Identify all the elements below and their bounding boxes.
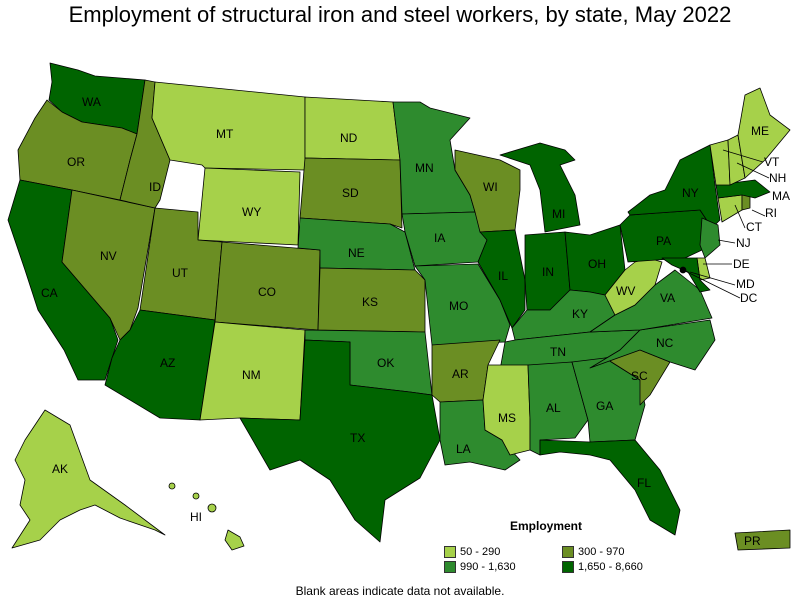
label-GA: GA (596, 399, 613, 413)
state-labels: WA OR CA NV ID MT WY UT AZ CO NM ND SD N… (41, 95, 790, 548)
label-KS: KS (362, 295, 378, 309)
legend-swatch-2 (562, 546, 574, 558)
footnote: Blank areas indicate data not available. (295, 584, 505, 598)
map-title: Employment of structural iron and steel … (68, 2, 732, 27)
label-LA: LA (456, 442, 471, 456)
state-WV[interactable] (604, 257, 663, 316)
label-MT: MT (216, 127, 234, 141)
state-ND[interactable] (304, 96, 401, 161)
state-MI[interactable] (499, 142, 581, 233)
state-HI-islands[interactable] (168, 482, 176, 490)
label-NJ: NJ (736, 236, 751, 250)
state-PR[interactable] (734, 529, 791, 551)
state-MO[interactable] (414, 263, 511, 346)
label-SD: SD (342, 186, 359, 200)
label-NM: NM (242, 368, 261, 382)
label-MS: MS (498, 411, 516, 425)
label-CA: CA (41, 286, 58, 300)
label-ME: ME (751, 124, 769, 138)
label-CO: CO (258, 285, 276, 299)
label-NE: NE (348, 246, 365, 260)
state-HI-islands-2[interactable] (192, 492, 200, 500)
label-KY: KY (572, 307, 588, 321)
label-WY: WY (242, 205, 261, 219)
label-ID: ID (149, 180, 161, 194)
label-MA: MA (772, 189, 790, 203)
legend-label-1: 50 - 290 (460, 546, 501, 558)
state-FL[interactable] (539, 439, 681, 536)
legend-label-3: 990 - 1,630 (460, 561, 516, 573)
label-WI: WI (483, 180, 498, 194)
label-MI: MI (552, 207, 565, 221)
label-MO: MO (449, 299, 468, 313)
label-VT: VT (764, 155, 780, 169)
state-MT[interactable] (151, 81, 306, 171)
label-AZ: AZ (160, 356, 175, 370)
label-MN: MN (415, 161, 434, 175)
label-OH: OH (588, 257, 606, 271)
label-NY: NY (682, 186, 699, 200)
label-ND: ND (340, 131, 358, 145)
state-AK[interactable] (11, 409, 166, 549)
state-TX[interactable] (239, 339, 441, 543)
state-NC[interactable] (589, 319, 716, 371)
state-HI-islands-3[interactable] (207, 503, 217, 513)
legend-item-3: 990 - 1,630 (444, 561, 516, 573)
label-VA: VA (660, 291, 675, 305)
legend-label-2: 300 - 970 (578, 546, 625, 558)
state-MD[interactable] (661, 257, 711, 293)
state-HI[interactable] (224, 529, 245, 551)
label-IL: IL (498, 269, 508, 283)
state-RI[interactable] (741, 194, 751, 211)
label-TX: TX (350, 431, 365, 445)
label-AK: AK (52, 462, 68, 476)
legend-title: Employment (510, 519, 583, 533)
label-IA: IA (434, 231, 445, 245)
label-HI: HI (190, 510, 202, 524)
label-PR: PR (744, 534, 761, 548)
label-DC: DC (740, 291, 758, 305)
label-TN: TN (550, 345, 566, 359)
label-MD: MD (736, 277, 755, 291)
label-UT: UT (172, 266, 189, 280)
legend-item-4: 1,650 - 8,660 (562, 561, 643, 573)
state-CT[interactable] (717, 194, 743, 223)
leader-lines (682, 149, 770, 299)
legend-swatch-1 (444, 546, 456, 558)
state-SD[interactable] (299, 157, 403, 229)
label-AR: AR (452, 367, 469, 381)
label-SC: SC (631, 369, 648, 383)
state-NY[interactable] (627, 144, 721, 229)
state-NJ[interactable] (699, 217, 721, 259)
label-OR: OR (67, 155, 85, 169)
state-KS[interactable] (317, 267, 426, 333)
label-RI: RI (765, 206, 777, 220)
label-DE: DE (733, 257, 750, 271)
legend-item-1: 50 - 290 (444, 546, 500, 558)
label-CT: CT (746, 220, 763, 234)
state-ME[interactable] (737, 87, 791, 179)
label-IN: IN (542, 265, 554, 279)
label-AL: AL (546, 401, 561, 415)
label-WV: WV (616, 284, 635, 298)
label-OK: OK (377, 356, 394, 370)
label-FL: FL (637, 476, 651, 490)
legend-swatch-3 (444, 561, 456, 573)
label-NC: NC (656, 336, 674, 350)
label-PA: PA (656, 234, 671, 248)
label-NH: NH (769, 171, 786, 185)
legend-label-4: 1,650 - 8,660 (578, 561, 643, 573)
legend-item-2: 300 - 970 (562, 546, 624, 558)
legend-swatch-4 (562, 561, 574, 573)
label-NV: NV (100, 249, 117, 263)
label-WA: WA (82, 95, 101, 109)
